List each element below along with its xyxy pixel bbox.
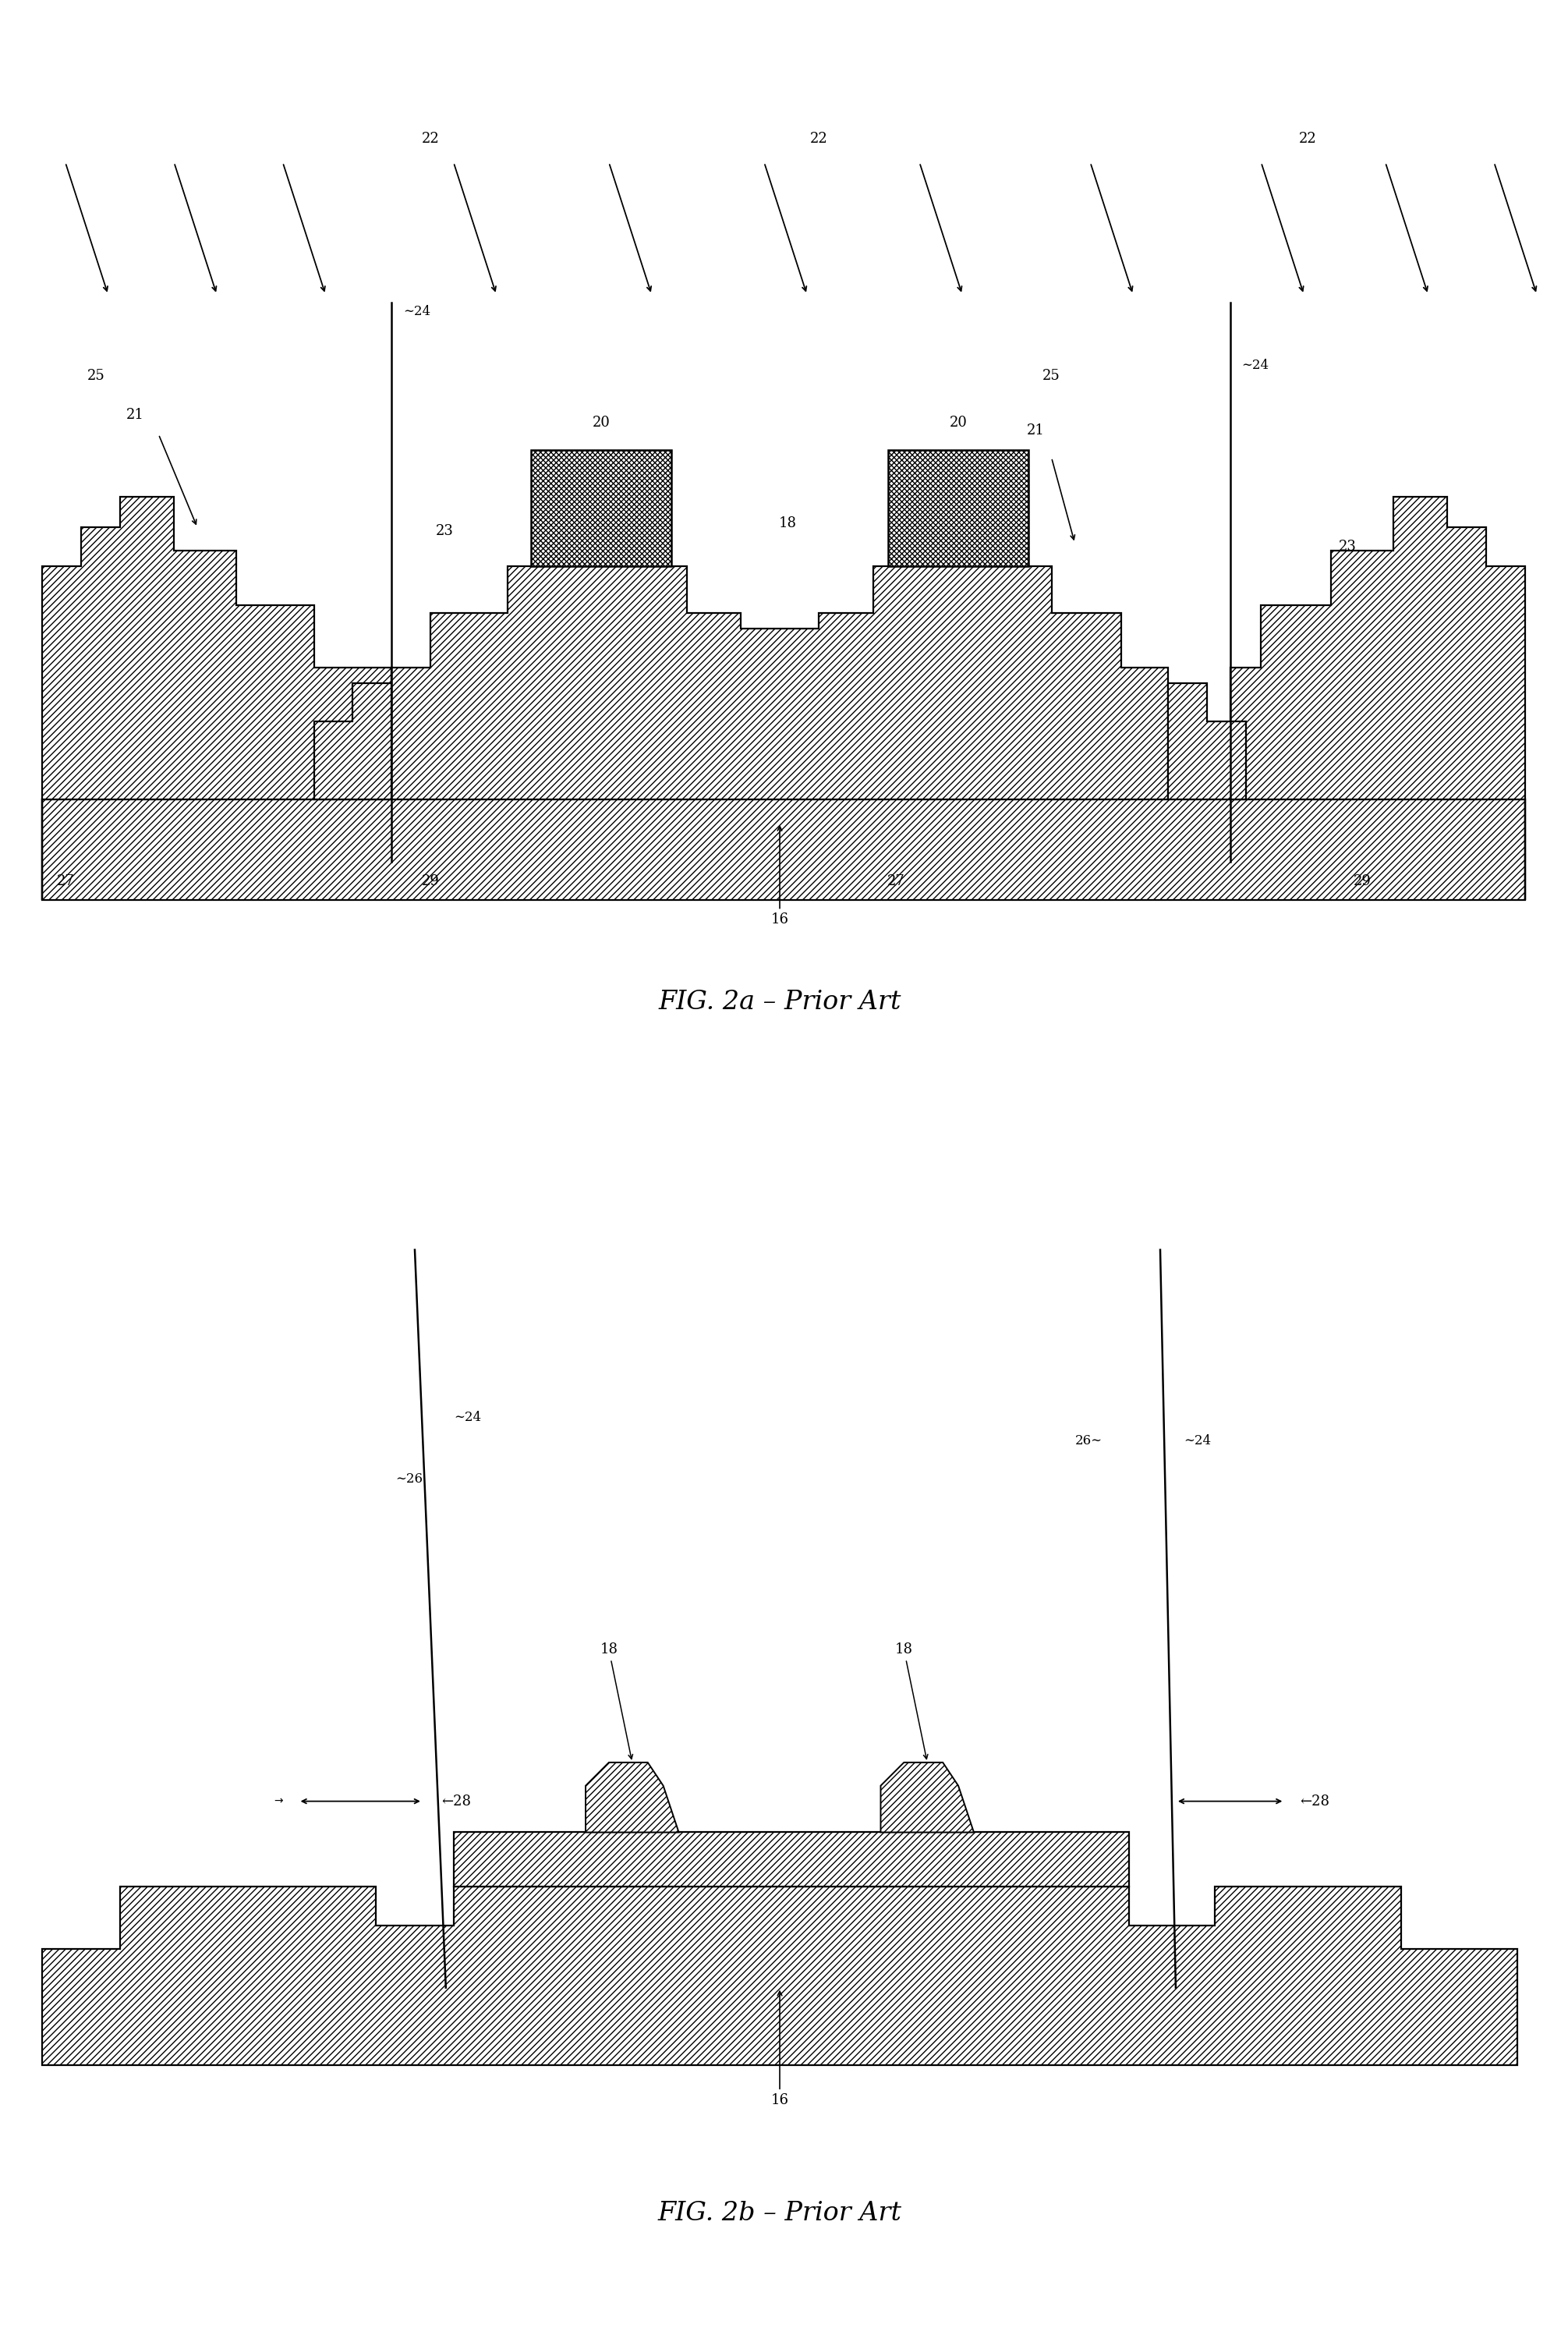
Text: 25: 25 <box>88 370 105 384</box>
Polygon shape <box>392 567 1168 799</box>
Polygon shape <box>881 1764 974 1831</box>
Bar <box>889 450 1029 567</box>
Polygon shape <box>42 1888 1518 2066</box>
Polygon shape <box>42 497 392 899</box>
Text: 26∼: 26∼ <box>1074 1433 1102 1447</box>
Bar <box>532 450 671 567</box>
Text: 18: 18 <box>779 518 797 532</box>
Text: 27: 27 <box>887 874 905 888</box>
Text: 20: 20 <box>593 415 610 429</box>
Text: ∼24: ∼24 <box>1242 358 1269 372</box>
Text: ∼24: ∼24 <box>1184 1433 1210 1447</box>
Text: 18: 18 <box>601 1642 633 1759</box>
Polygon shape <box>314 684 392 799</box>
Text: 16: 16 <box>771 827 789 927</box>
Text: ←28: ←28 <box>1300 1794 1330 1808</box>
Text: 21: 21 <box>1027 424 1044 438</box>
Text: 18: 18 <box>895 1642 928 1759</box>
Text: 27: 27 <box>56 874 74 888</box>
Text: 25: 25 <box>1043 370 1060 384</box>
Polygon shape <box>453 1831 1129 1888</box>
Text: 20: 20 <box>949 415 967 429</box>
Text: 16: 16 <box>771 1991 789 2108</box>
Bar <box>42 799 1526 899</box>
Polygon shape <box>1168 684 1245 799</box>
Text: 23: 23 <box>1339 541 1356 555</box>
Text: 22: 22 <box>1298 131 1317 145</box>
Text: 22: 22 <box>809 131 828 145</box>
Text: 23: 23 <box>436 525 453 539</box>
Text: FIG. 2a – Prior Art: FIG. 2a – Prior Art <box>659 991 902 1014</box>
Text: FIG. 2b – Prior Art: FIG. 2b – Prior Art <box>657 2201 902 2227</box>
Text: 21: 21 <box>127 408 144 422</box>
Polygon shape <box>585 1764 679 1831</box>
Text: ∼24: ∼24 <box>453 1410 481 1424</box>
Text: 29: 29 <box>1353 874 1370 888</box>
Text: ∼26: ∼26 <box>395 1473 422 1485</box>
Text: →: → <box>274 1796 282 1806</box>
Polygon shape <box>1229 497 1526 899</box>
Text: 29: 29 <box>422 874 439 888</box>
Text: ∼24: ∼24 <box>403 304 431 319</box>
Text: ←28: ←28 <box>442 1794 472 1808</box>
Text: 22: 22 <box>422 131 439 145</box>
